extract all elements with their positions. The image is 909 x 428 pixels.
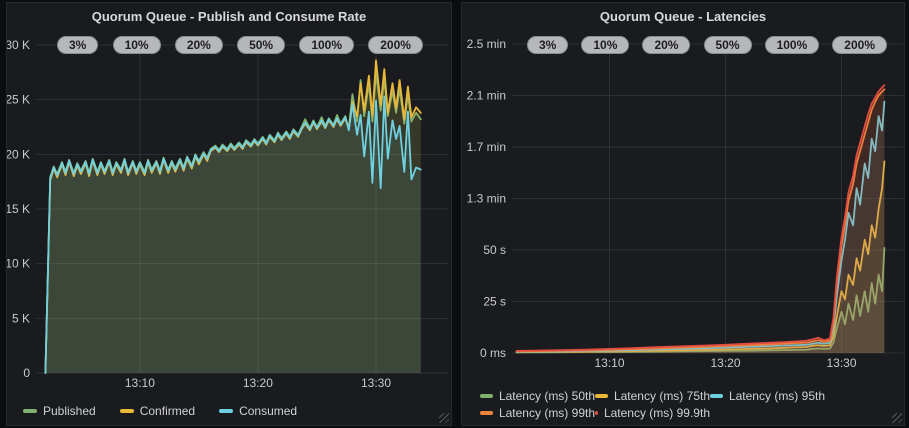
legend-label: Confirmed: [139, 404, 196, 418]
legend-label: Latency (ms) 99.9th: [603, 406, 710, 420]
panel-title[interactable]: Quorum Queue - Latencies: [599, 9, 767, 24]
legend-color-dash-icon: [23, 409, 37, 413]
publish-consume-chart[interactable]: 0 5 K 10 K 15 K 20 K 25 K 30 K 13:10 13:20 13:30: [7, 3, 451, 425]
legend: Latency (ms) 50th Latency (ms) 75th Latenc…: [480, 389, 825, 420]
y-tick-label: 5 K: [12, 311, 30, 325]
y-tick-label: 2.1 min: [467, 89, 506, 103]
panel-resize-handle-icon[interactable]: [439, 413, 449, 423]
legend-label: Latency (ms) 95th: [728, 389, 825, 403]
x-tick-label: 13:20: [243, 376, 273, 390]
legend-color-dash-icon: [710, 394, 723, 398]
y-tick-label: 2.5 min: [467, 37, 506, 51]
series-fill: [45, 72, 421, 374]
legend-item[interactable]: Published: [23, 404, 96, 418]
annotation-pill-50%[interactable]: 50%: [237, 36, 286, 54]
legend-item[interactable]: Latency (ms) 75th: [595, 389, 710, 403]
y-tick-label: 30 K: [7, 38, 30, 52]
annotation-pill-10%[interactable]: 10%: [581, 36, 630, 54]
y-tick-label: 15 K: [7, 202, 30, 216]
series-line[interactable]: [515, 246, 886, 354]
series-fill: [516, 101, 885, 353]
legend-item[interactable]: Latency (ms) 50th: [480, 389, 595, 403]
x-tick-label: 13:10: [125, 376, 155, 390]
series-line[interactable]: [515, 84, 886, 352]
series-fill: [516, 85, 885, 353]
series-line[interactable]: [515, 160, 886, 354]
y-tick-label: 0 ms: [480, 346, 506, 360]
annotation-pills: 3% 10% 20% 50% 100% 200%: [57, 36, 423, 54]
y-tick-label: 20 K: [7, 147, 30, 161]
legend-label: Latency (ms) 50th: [498, 389, 595, 403]
legend-color-dash-icon: [595, 411, 598, 415]
legend: Published Confirmed Consumed: [23, 404, 297, 418]
annotation-pill-10%[interactable]: 10%: [112, 36, 161, 54]
y-tick-label: 0: [23, 366, 30, 380]
legend-label: Latency (ms) 75th: [613, 389, 710, 403]
y-tick-label: 50 s: [483, 243, 506, 257]
series-fill: [45, 60, 421, 374]
legend-label: Consumed: [239, 404, 298, 418]
series-fill: [516, 161, 885, 353]
x-tick-label: 13:10: [594, 356, 624, 370]
annotation-pill-20%[interactable]: 20%: [174, 36, 223, 54]
legend-item[interactable]: Consumed: [219, 404, 297, 418]
annotation-pills: 3% 10% 20% 50% 100% 200%: [527, 36, 887, 54]
panel-title[interactable]: Quorum Queue - Publish and Consume Rate: [91, 9, 367, 24]
x-tick-label: 13:30: [826, 356, 856, 370]
y-tick-label: 25 K: [7, 93, 30, 107]
legend-color-dash-icon: [219, 409, 234, 413]
legend-item[interactable]: Latency (ms) 99th: [480, 406, 595, 420]
y-tick-label: 1.3 min: [467, 192, 506, 206]
annotation-pill-20%[interactable]: 20%: [642, 36, 691, 54]
legend-label: Published: [43, 404, 96, 418]
legend-color-dash-icon: [119, 409, 134, 413]
annotation-pill-3%[interactable]: 3%: [57, 36, 99, 54]
legend-color-dash-icon: [480, 394, 493, 398]
panel-publish-consume-rate: Quorum Queue - Publish and Consume Rate …: [6, 2, 452, 426]
series-line[interactable]: [44, 95, 422, 374]
series-line[interactable]: [515, 88, 886, 353]
y-tick-label: 25 s: [483, 295, 506, 309]
y-tick-label: 1.7 min: [467, 140, 506, 154]
x-tick-label: 13:20: [710, 356, 740, 370]
panel-latencies: Quorum Queue - Latencies 0 ms 25 s 50 s 1.3…: [461, 2, 905, 426]
series-fill: [516, 247, 885, 353]
annotation-pill-100%[interactable]: 100%: [299, 36, 355, 54]
panel-resize-handle-icon[interactable]: [892, 413, 902, 423]
series-fill: [516, 89, 885, 354]
y-tick-label: 10 K: [7, 257, 30, 271]
legend-item[interactable]: Confirmed: [119, 404, 196, 418]
x-tick-label: 13:30: [361, 376, 391, 390]
annotation-pill-3%[interactable]: 3%: [527, 36, 569, 54]
legend-item[interactable]: Latency (ms) 99.9th: [595, 406, 710, 420]
legend-item[interactable]: Latency (ms) 95th: [710, 389, 825, 403]
legend-color-dash-icon: [480, 411, 493, 415]
annotation-pill-200%[interactable]: 200%: [832, 36, 887, 54]
annotation-pill-50%[interactable]: 50%: [703, 36, 752, 54]
annotation-pill-200%[interactable]: 200%: [368, 36, 423, 54]
latencies-chart[interactable]: 0 ms 25 s 50 s 1.3 min 1.7 min 2.1 min 2.5 min…: [462, 3, 904, 425]
annotation-pill-100%[interactable]: 100%: [764, 36, 820, 54]
legend-color-dash-icon: [595, 394, 608, 398]
legend-label: Latency (ms) 99th: [498, 406, 595, 420]
series-line[interactable]: [515, 100, 886, 353]
